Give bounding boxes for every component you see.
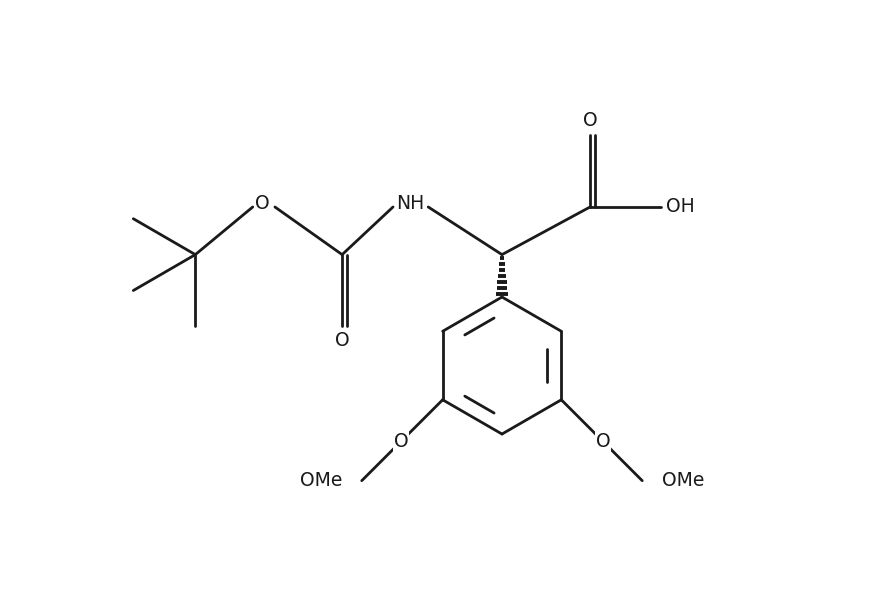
Text: NH: NH <box>397 194 425 213</box>
Text: OMe: OMe <box>662 471 705 490</box>
Text: OMe: OMe <box>300 471 342 490</box>
Text: O: O <box>596 432 610 451</box>
Text: OH: OH <box>666 198 695 217</box>
Text: O: O <box>583 111 598 130</box>
Text: O: O <box>393 432 408 451</box>
Text: O: O <box>255 194 270 213</box>
Text: O: O <box>335 331 349 350</box>
